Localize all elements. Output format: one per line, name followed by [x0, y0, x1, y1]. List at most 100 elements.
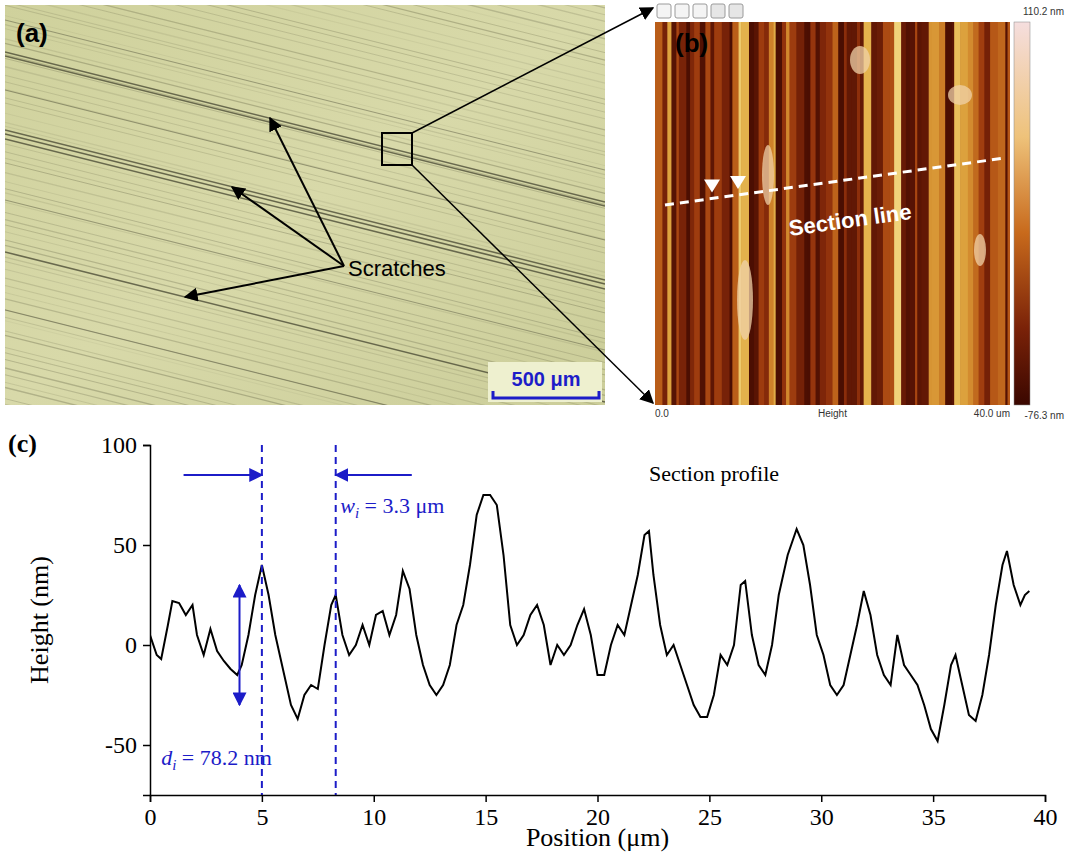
afm-stripe: [741, 22, 749, 405]
panel-label: (b): [675, 28, 708, 58]
afm-stripe: [730, 22, 733, 405]
tick-mark: [597, 795, 599, 802]
afm-feature: [850, 46, 870, 74]
profile-line: [150, 495, 1029, 741]
micrograph-background: [5, 5, 605, 405]
scratch-line: [5, 122, 605, 272]
afm-stripe: [929, 22, 933, 405]
scratch-texture: [5, 5, 605, 405]
tick: 40: [1034, 795, 1058, 830]
afm-stripe: [732, 22, 739, 405]
axis-line: [151, 796, 1046, 803]
afm-feature: [737, 260, 753, 340]
scratch-line: [5, 293, 605, 405]
afm-stripe: [984, 22, 990, 405]
toolbar-icon: [711, 4, 725, 18]
afm-stripe: [789, 22, 796, 405]
scratch-line: [5, 5, 605, 53]
panel-a: (a)Scratches500 μm: [5, 0, 605, 584]
scratch-line: [5, 20, 605, 170]
afm-stripe: [932, 22, 940, 405]
image-axis-start: 0.0: [655, 408, 669, 419]
toolbar-icon: [729, 4, 743, 18]
scratch-line: [5, 16, 605, 166]
afm-stripe: [705, 22, 711, 405]
annotation-text: = 3.3 μm: [359, 493, 444, 518]
afm-stripe: [662, 22, 667, 405]
scratch-line: [5, 261, 605, 405]
scratch-line: [5, 5, 605, 15]
panel-c: 0510152025303540-50050100Position (μm)He…: [8, 429, 1058, 852]
annotation-text: = 78.2 nm: [176, 745, 272, 770]
zoom-connector: [412, 165, 653, 403]
annotation: wi = 3.3 μm: [340, 493, 444, 521]
tick-mark: [374, 795, 376, 802]
tick-mark: [143, 745, 150, 747]
tick-mark: [143, 645, 150, 647]
afm-stripe: [917, 22, 922, 405]
toolbar-icon: [693, 4, 707, 18]
annotation: Scratches: [348, 256, 446, 281]
tick-label: 100: [101, 432, 137, 458]
scratch-line: [5, 278, 605, 405]
scratch-line: [5, 56, 605, 206]
annotation-arrow: [185, 266, 344, 297]
scratch-line: [5, 5, 605, 60]
tick-mark: [143, 545, 150, 547]
afm-stripe: [939, 22, 945, 405]
scratch-line: [5, 103, 605, 253]
scratch-line: [5, 220, 605, 370]
section-line: [665, 158, 1005, 205]
scratch-line: [5, 75, 605, 225]
tick-label: 50: [113, 532, 137, 558]
zoom-connector: [412, 8, 653, 133]
afm-stripe: [749, 22, 755, 405]
afm-stripe: [769, 22, 774, 405]
afm-background: [655, 22, 1010, 405]
afm-stripe: [700, 22, 706, 405]
tick: 15: [474, 795, 498, 830]
afm-stripe: [921, 22, 929, 405]
scratch-line: [5, 90, 605, 240]
scratch-line: [5, 368, 605, 405]
scratch-line: [5, 5, 605, 45]
afm-stripe: [945, 22, 952, 405]
scratch-line: [5, 90, 605, 240]
scratch-line: [5, 310, 605, 405]
scratch-line: [5, 67, 605, 217]
tick-mark: [143, 445, 150, 447]
plot-area: [150, 445, 1029, 795]
tick: 25: [698, 795, 722, 830]
annotation: Section profile: [649, 461, 779, 486]
toolbar-icon: [657, 4, 671, 18]
annotation-arrow: [270, 118, 344, 266]
scratch-line: [5, 285, 605, 405]
scratch-line: [5, 359, 605, 405]
scratch-line: [5, 257, 605, 405]
reference-line: [261, 445, 263, 795]
afm-stripe: [759, 22, 765, 405]
afm-stripe: [979, 22, 985, 405]
scratch-line: [5, 158, 605, 308]
scratch-line: [5, 5, 605, 130]
annotation: di = 78.2 nm: [161, 745, 272, 773]
scratch-line: [5, 299, 605, 405]
axis-line: [143, 446, 151, 796]
tick-label: 0: [145, 804, 157, 830]
tick: 10: [362, 795, 386, 830]
x-axis-title: Position (μm): [526, 823, 669, 852]
tick-mark: [485, 795, 487, 802]
panel-label: (c): [8, 429, 37, 458]
scratch-line: [5, 5, 605, 65]
scale-bar-background: [488, 362, 602, 402]
tick: 0: [125, 632, 150, 658]
section-line-label: Section line: [787, 199, 913, 241]
tick-label: 15: [474, 804, 498, 830]
scratch-line: [5, 200, 605, 350]
afm-stripe: [968, 22, 974, 405]
scratch-line: [5, 134, 605, 284]
scratch-line: [5, 163, 605, 313]
afm-stripe: [786, 22, 790, 405]
afm-stripe: [954, 22, 961, 405]
afm-feature: [948, 85, 972, 105]
